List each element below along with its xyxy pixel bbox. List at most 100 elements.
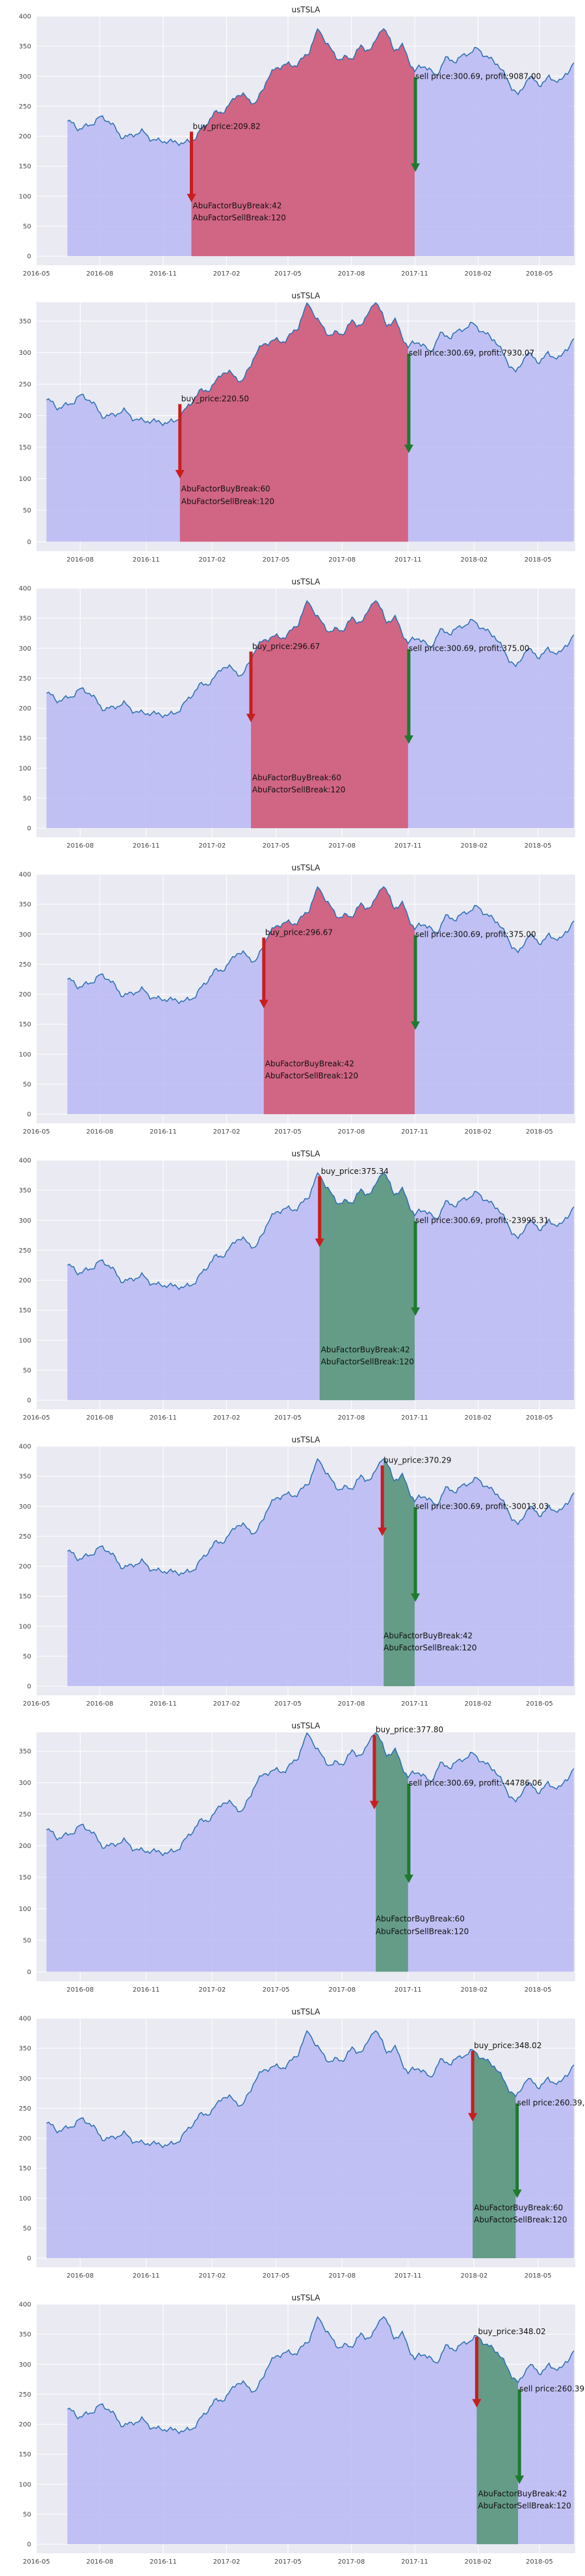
y-tick-label: 400 (19, 872, 31, 879)
y-tick-label: 200 (19, 705, 31, 712)
x-tick-label: 2017-08 (328, 1986, 356, 1994)
y-tick-label: 300 (19, 2075, 31, 2083)
x-tick-label: 2018-02 (460, 556, 488, 564)
buy-factor-label: AbuFactorBuyBreak:42 (384, 1631, 473, 1640)
price-area-fill (46, 1732, 574, 1972)
holding-period-fill (473, 2049, 516, 2259)
y-tick-label: 300 (19, 2361, 31, 2369)
y-tick-label: 150 (19, 445, 31, 452)
x-tick-label: 2017-02 (199, 2272, 226, 2280)
x-tick-label: 2017-08 (338, 270, 365, 278)
y-tick-label: 400 (19, 2016, 31, 2023)
buy-price-label: buy_price:377.80 (376, 1725, 443, 1734)
chart-panel: 0 50 100 150 200 250 300 350 400 2016-05 2016-08 20… (0, 2290, 585, 2576)
x-tick-label: 2016-08 (86, 1128, 114, 1136)
y-tick-label: 100 (19, 1337, 31, 1344)
x-tick-label: 2018-05 (526, 2558, 553, 2566)
x-tick-label: 2016-11 (150, 2558, 177, 2566)
x-tick-label: 2018-02 (465, 1700, 492, 1708)
chart-panel: 0 50 100 150 200 250 300 350 2016-08 2016-11 2017-… (0, 1718, 585, 2004)
x-tick-label: 2017-05 (263, 842, 290, 850)
chart-title: usTSLA (292, 5, 321, 14)
sell-arrow (411, 935, 421, 1030)
sell-price-label: sell price:300.69, profit:-44786.06 (409, 1778, 542, 1788)
y-tick-label: 50 (23, 1654, 31, 1661)
x-tick-label: 2017-05 (274, 2558, 302, 2566)
y-tick-label: 50 (23, 1082, 31, 1089)
y-tick-label: 150 (19, 2165, 31, 2172)
y-tick-label: 50 (23, 507, 31, 514)
x-tick-label: 2017-11 (395, 1986, 422, 1994)
chart-title: usTSLA (292, 1721, 321, 1730)
y-tick-label: 50 (23, 2226, 31, 2233)
y-tick-label: 250 (19, 2391, 31, 2399)
buy-factor-label: AbuFactorBuyBreak:42 (321, 1345, 410, 1354)
y-tick-label: 200 (19, 1563, 31, 1570)
sell-price-label: sell price:300.69, profit:9087.00 (415, 72, 541, 81)
y-tick-label: 100 (19, 2195, 31, 2202)
holding-period-fill (476, 2335, 518, 2545)
y-tick-label: 350 (19, 2332, 31, 2339)
x-tick-label: 2017-08 (328, 842, 356, 850)
x-tick-label: 2017-11 (401, 270, 428, 278)
y-tick-label: 150 (19, 2451, 31, 2458)
buy-factor-label: AbuFactorBuyBreak:60 (252, 773, 341, 782)
y-tick-label: 200 (19, 991, 31, 998)
y-tick-label: 100 (19, 1051, 31, 1058)
x-tick-label: 2017-05 (274, 1414, 302, 1422)
x-tick-label: 2016-08 (66, 556, 94, 564)
chart-title: usTSLA (292, 1149, 321, 1158)
price-line (46, 600, 575, 718)
x-tick-label: 2016-11 (150, 270, 177, 278)
y-tick-label: 150 (19, 163, 31, 170)
x-tick-label: 2018-05 (526, 1700, 553, 1708)
y-tick-label: 250 (19, 103, 31, 111)
y-tick-label: 0 (27, 826, 31, 833)
chart-svg: 0 50 100 150 200 250 300 350 400 2016-05 2016-08 20… (19, 5, 575, 278)
x-tick-label: 2018-02 (465, 270, 492, 278)
holding-period-fill (376, 1732, 408, 1972)
chart-panel: 0 50 100 150 200 250 300 350 400 2016-05 2016-08 20… (0, 860, 585, 1146)
y-tick-label: 200 (19, 133, 31, 140)
x-tick-label: 2017-05 (274, 1700, 302, 1708)
x-tick-label: 2017-08 (328, 2272, 356, 2280)
sell-price-label: sell price:300.69, profit:7930.07 (409, 348, 534, 358)
buy-price-label: buy_price:296.67 (265, 928, 333, 937)
buy-arrow (369, 1735, 379, 1810)
x-tick-label: 2016-11 (133, 842, 160, 850)
buy-price-label: buy_price:348.02 (474, 2041, 541, 2050)
x-tick-label: 2016-08 (66, 842, 94, 850)
x-tick-label: 2016-11 (150, 1700, 177, 1708)
price-line (67, 2316, 575, 2434)
x-tick-label: 2016-11 (150, 1414, 177, 1422)
sell-factor-label: AbuFactorSellBreak:120 (181, 497, 274, 506)
y-tick-label: 50 (23, 1368, 31, 1375)
buy-factor-label: AbuFactorBuyBreak:42 (265, 1059, 354, 1068)
x-tick-label: 2016-05 (23, 270, 50, 278)
chart-svg: 0 50 100 150 200 250 300 350 400 2016-05 2016-08 20… (19, 1149, 575, 1422)
x-tick-label: 2016-11 (133, 556, 160, 564)
y-tick-label: 350 (19, 902, 31, 909)
x-tick-label: 2017-02 (199, 842, 226, 850)
price-area-fill (46, 2031, 574, 2259)
chart-panel: 0 50 100 150 200 250 300 350 400 2016-05 2016-08 20… (0, 1146, 585, 1432)
x-tick-label: 2017-05 (263, 2272, 290, 2280)
chart-svg: 0 50 100 150 200 250 300 350 2016-08 2016-11 2017-… (19, 1721, 575, 1994)
x-tick-label: 2018-05 (525, 556, 552, 564)
y-tick-label: 250 (19, 1812, 31, 1819)
y-tick-label: 100 (19, 765, 31, 772)
x-tick-label: 2017-11 (401, 2558, 428, 2566)
y-tick-label: 300 (19, 350, 31, 357)
y-tick-label: 150 (19, 735, 31, 742)
holding-period-fill (263, 887, 415, 1115)
buy-price-label: buy_price:296.67 (252, 642, 320, 651)
y-tick-label: 50 (23, 796, 31, 803)
y-tick-label: 100 (19, 193, 31, 200)
x-tick-label: 2016-11 (133, 2272, 160, 2280)
x-tick-label: 2017-05 (274, 270, 302, 278)
y-tick-label: 0 (27, 1969, 31, 1976)
chart-panel: 0 50 100 150 200 250 300 350 2016-08 2016-11 2017-… (0, 288, 585, 574)
y-tick-label: 350 (19, 2046, 31, 2053)
sell-price-label: sell price:300.69, profit:375.00 (415, 930, 536, 939)
